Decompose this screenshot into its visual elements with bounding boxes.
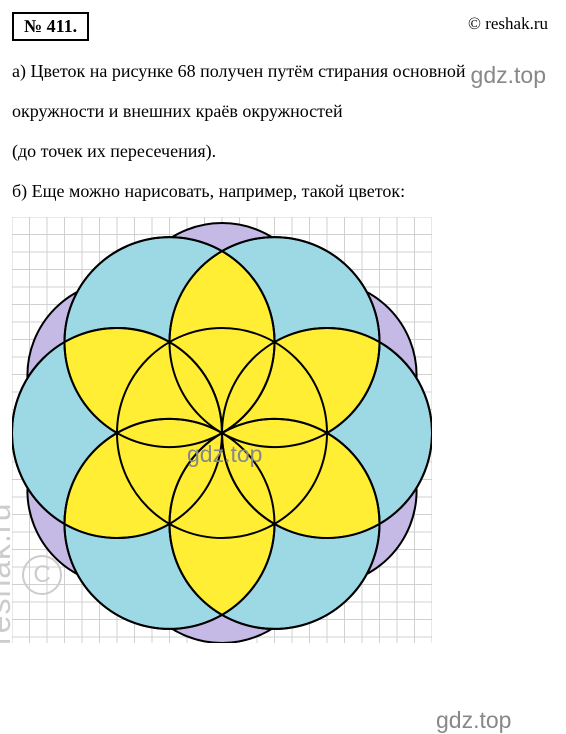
flower-figure: gdz.top gdz.top reshak.ru C (12, 217, 432, 643)
flower-svg (12, 217, 432, 643)
watermark-gdz-3: gdz.top (436, 707, 511, 734)
text-line-b: б) Еще можно нарисовать, например, такой… (12, 173, 554, 209)
watermark-copyright-circle: C (22, 555, 62, 595)
text-line-a2: окружности и внешних краёв окружностей (12, 93, 554, 129)
watermark-gdz-2: gdz.top (187, 441, 262, 468)
watermark-reshak: reshak.ru (0, 503, 18, 645)
problem-number: № 411. (12, 12, 89, 41)
text-line-a3: (до точек их пересечения). (12, 133, 554, 169)
watermark-gdz-1: gdz.top (471, 62, 546, 89)
copyright-label: © reshak.ru (468, 14, 548, 34)
